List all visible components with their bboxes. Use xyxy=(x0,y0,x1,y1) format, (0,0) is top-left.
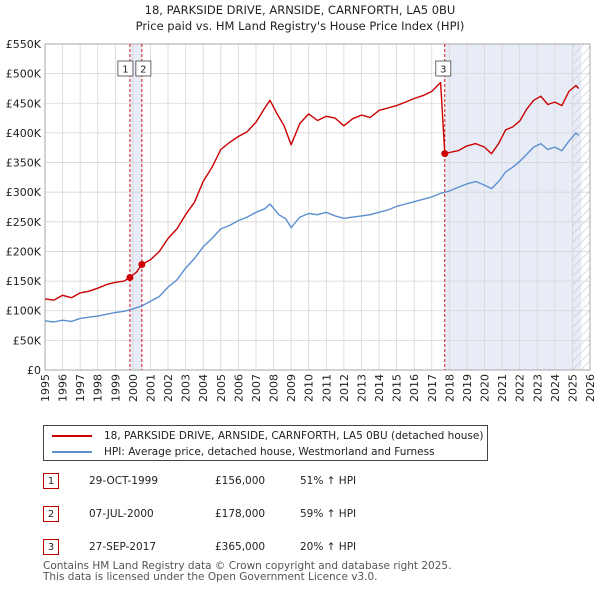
x-tick-label: 2024 xyxy=(549,374,562,402)
y-tick-label: £50K xyxy=(13,334,42,347)
x-tick-label: 2020 xyxy=(479,374,492,402)
y-tick-label: £400K xyxy=(6,127,42,140)
sale-row: 2 07-JUL-2000 £178,000 59% ↑ HPI xyxy=(43,503,443,525)
sale-label: 2 xyxy=(140,65,146,76)
x-tick-label: 1998 xyxy=(92,374,105,402)
sale-hpi-change: 20% ↑ HPI xyxy=(300,541,357,553)
x-tick-label: 2015 xyxy=(391,374,404,402)
sale-number-badge: 1 xyxy=(43,473,59,489)
chart-title-line1: 18, PARKSIDE DRIVE, ARNSIDE, CARNFORTH, … xyxy=(145,3,456,17)
sale-date: 07-JUL-2000 xyxy=(89,508,154,520)
x-tick-label: 2003 xyxy=(180,374,193,402)
x-tick-label: 1995 xyxy=(39,374,52,402)
shaded-region xyxy=(444,44,582,370)
sale-label: 1 xyxy=(122,65,128,76)
footer-attribution: Contains HM Land Registry data © Crown c… xyxy=(43,561,451,583)
forecast-hatch xyxy=(572,44,590,370)
property-price-line xyxy=(44,81,580,301)
x-tick-label: 2004 xyxy=(197,374,210,402)
legend-item-hpi: HPI: Average price, detached house, West… xyxy=(52,444,435,460)
sale-price: £156,000 xyxy=(215,475,266,487)
sale-row: 3 27-SEP-2017 £365,000 20% ↑ HPI xyxy=(43,536,443,558)
x-tick-label: 2006 xyxy=(232,374,245,402)
sale-point xyxy=(126,274,134,282)
sale-label-box xyxy=(117,60,134,77)
sale-label-box xyxy=(435,60,452,77)
x-tick-label: 2021 xyxy=(496,374,509,402)
x-tick-label: 2012 xyxy=(338,374,351,402)
x-tick-label: 2022 xyxy=(514,374,527,402)
plot-border xyxy=(44,43,591,371)
sale-date: 27-SEP-2017 xyxy=(89,541,157,553)
price-chart: 18, PARKSIDE DRIVE, ARNSIDE, CARNFORTH, … xyxy=(6,3,597,402)
sale-hpi-change: 51% ↑ HPI xyxy=(300,475,357,487)
sale-point xyxy=(138,260,146,268)
y-tick-label: £550K xyxy=(6,38,42,51)
x-tick-label: 2014 xyxy=(373,374,386,402)
footer-line1: Contains HM Land Registry data © Crown c… xyxy=(43,560,452,572)
x-tick-label: 2000 xyxy=(127,374,140,402)
footer-line2: This data is licensed under the Open Gov… xyxy=(43,571,378,583)
x-tick-label: 2019 xyxy=(461,374,474,402)
x-tick-label: 2005 xyxy=(215,374,228,402)
x-tick-label: 1997 xyxy=(74,374,87,402)
x-tick-label: 2010 xyxy=(303,374,316,402)
x-tick-label: 1999 xyxy=(109,374,122,402)
legend-label-property: 18, PARKSIDE DRIVE, ARNSIDE, CARNFORTH, … xyxy=(104,430,484,442)
y-tick-label: £250K xyxy=(6,216,42,229)
sale-number-badge: 3 xyxy=(43,539,59,555)
y-tick-label: £450K xyxy=(6,97,42,110)
sale-number-badge: 2 xyxy=(43,506,59,522)
y-tick-label: £200K xyxy=(6,245,42,258)
x-tick-label: 2008 xyxy=(268,374,281,402)
x-tick-label: 2002 xyxy=(162,374,175,402)
legend-label-hpi: HPI: Average price, detached house, West… xyxy=(104,446,435,458)
shaded-region xyxy=(129,44,142,370)
legend-item-property: 18, PARKSIDE DRIVE, ARNSIDE, CARNFORTH, … xyxy=(52,428,483,444)
legend-swatch-property xyxy=(52,435,92,437)
y-tick-label: £350K xyxy=(6,157,42,170)
x-tick-label: 2009 xyxy=(285,374,298,402)
y-tick-label: £300K xyxy=(6,186,42,199)
sale-label: 3 xyxy=(440,65,446,76)
x-tick-label: 2013 xyxy=(355,374,368,402)
sale-date: 29-OCT-1999 xyxy=(89,475,158,487)
chart-legend: 18, PARKSIDE DRIVE, ARNSIDE, CARNFORTH, … xyxy=(43,425,488,461)
x-tick-label: 2026 xyxy=(584,374,597,402)
x-tick-label: 2016 xyxy=(408,374,421,402)
sale-hpi-change: 59% ↑ HPI xyxy=(300,508,357,520)
x-tick-label: 2025 xyxy=(566,374,579,402)
sale-row: 1 29-OCT-1999 £156,000 51% ↑ HPI xyxy=(43,470,443,492)
x-tick-label: 1996 xyxy=(57,374,70,402)
x-tick-label: 2011 xyxy=(320,374,333,402)
x-tick-label: 2023 xyxy=(531,374,544,402)
legend-swatch-hpi xyxy=(52,451,92,453)
chart-title-line2: Price paid vs. HM Land Registry's House … xyxy=(136,19,465,33)
y-tick-label: £100K xyxy=(6,305,42,318)
sale-price: £365,000 xyxy=(215,541,266,553)
x-tick-label: 2001 xyxy=(144,374,157,402)
y-tick-label: £0 xyxy=(27,364,41,377)
x-tick-label: 2017 xyxy=(426,374,439,402)
sale-price: £178,000 xyxy=(215,508,266,520)
y-tick-label: £150K xyxy=(6,275,42,288)
x-tick-label: 2007 xyxy=(250,374,263,402)
hpi-line xyxy=(44,132,580,323)
y-tick-label: £500K xyxy=(6,68,42,81)
sale-point xyxy=(441,150,449,158)
x-tick-label: 2018 xyxy=(443,374,456,402)
sale-label-box xyxy=(135,60,152,77)
